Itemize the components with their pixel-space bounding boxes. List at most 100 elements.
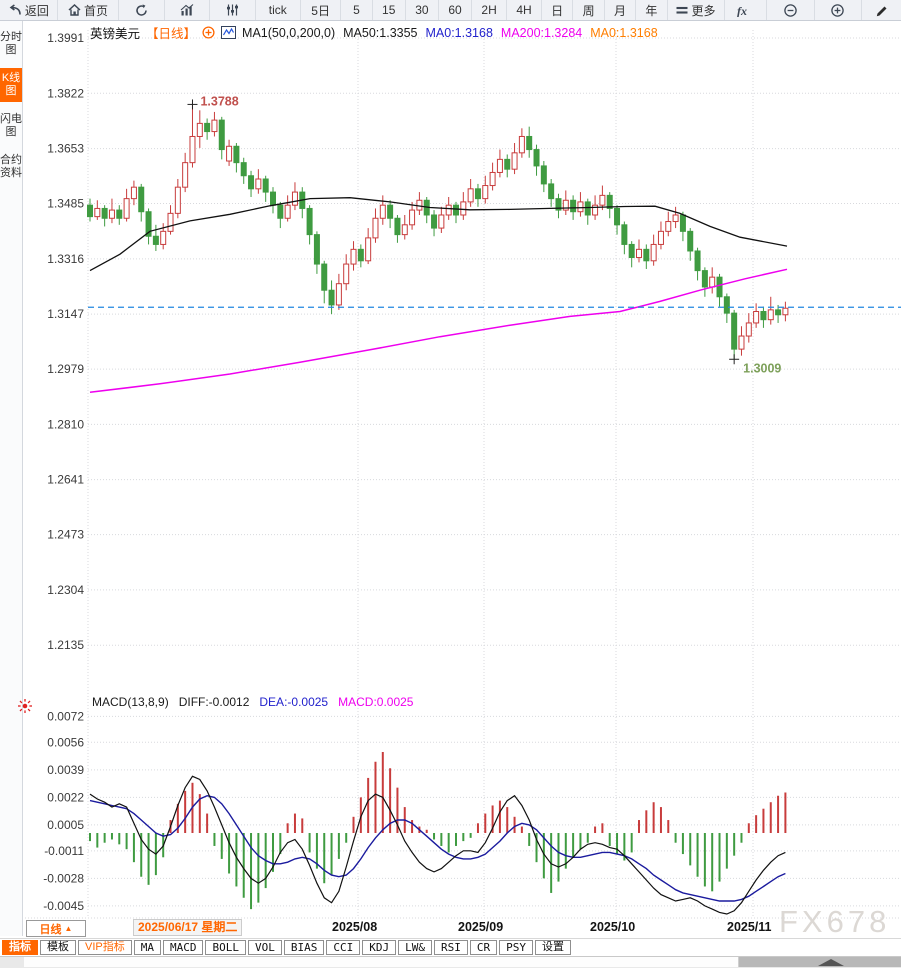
sidebar-item-time-share[interactable]: 分时图 <box>0 31 22 56</box>
low-annotation: 1.3009 <box>743 361 781 375</box>
toolbar-year-button[interactable]: 年 <box>636 0 668 20</box>
price-axis-label: 1.2979 <box>47 362 84 376</box>
toolbar-4h-button[interactable]: 4H <box>507 0 542 20</box>
x-axis-month-label: 2025/11 <box>727 920 772 934</box>
toolbar-tick-button[interactable]: tick <box>256 0 302 20</box>
h-scrollbar[interactable] <box>0 956 901 968</box>
toolbar-15-button[interactable]: 15 <box>373 0 406 20</box>
candle-body <box>687 230 694 252</box>
toolbar-zoom-in-button[interactable] <box>815 0 862 20</box>
candle-body <box>240 162 247 177</box>
toolbar-bar-chart-button[interactable] <box>165 0 211 20</box>
tab-MACD[interactable]: MACD <box>162 940 204 955</box>
tab-CCI[interactable]: CCI <box>326 940 361 955</box>
bar-chart-icon <box>180 4 194 16</box>
price-axis-label: 1.3822 <box>47 86 84 100</box>
collapse-arrow-icon[interactable] <box>818 959 844 966</box>
candle-body <box>431 214 438 229</box>
sidebar-item-contract-info[interactable]: 合约资料 <box>0 154 22 179</box>
toolbar-week-label: 周 <box>582 3 595 18</box>
candle-body <box>709 276 716 288</box>
candle-body <box>145 211 152 237</box>
sidebar-item-lightning[interactable]: 闪电图 <box>0 113 22 138</box>
toolbar-back-button[interactable]: 返回 <box>0 0 58 20</box>
tab-BOLL[interactable]: BOLL <box>205 940 246 955</box>
sidebar-item-kline[interactable]: K线图 <box>0 68 22 102</box>
toolbar-5d-label: 5日 <box>311 3 330 18</box>
toolbar-30-label: 30 <box>415 3 429 17</box>
tab-VOL[interactable]: VOL <box>247 940 282 955</box>
tab-设置[interactable]: 设置 <box>534 940 571 955</box>
zoom-out-icon <box>783 3 798 18</box>
selected-date-label: 2025/06/17 星期二 <box>133 919 243 936</box>
candle-body <box>540 165 547 185</box>
ma-segment-4: MA0:1.3168 <box>590 25 658 40</box>
plus-circle-icon[interactable] <box>202 26 215 39</box>
toolbar-30-button[interactable]: 30 <box>406 0 439 20</box>
toolbar-5d-button[interactable]: 5日 <box>301 0 342 20</box>
price-axis-label: 1.3485 <box>47 197 84 211</box>
chart-header: 英镑美元 【日线】 MA1(50,0,200,0) MA50:1.3355 MA0:… <box>90 23 658 42</box>
toolbar-home-button[interactable]: 首页 <box>58 0 120 20</box>
period-selector[interactable]: 日线 ▲ <box>26 920 86 937</box>
candle-body <box>621 224 628 245</box>
red-burst-icon[interactable] <box>17 698 33 719</box>
tab-BIAS[interactable]: BIAS <box>283 940 325 955</box>
ma200-line <box>89 268 788 394</box>
refresh-icon <box>135 3 148 17</box>
tab-VIP指标[interactable]: VIP指标 <box>78 940 132 955</box>
toolbar-day-button[interactable]: 日 <box>542 0 574 20</box>
toolbar-refresh-button[interactable] <box>119 0 165 20</box>
toolbar-zoom-out-button[interactable] <box>767 0 815 20</box>
candle-body <box>555 198 562 211</box>
toolbar-fx-button[interactable]: fx <box>725 0 768 20</box>
tab-LW&[interactable]: LW& <box>398 940 432 955</box>
candle-body <box>679 214 686 232</box>
mini-chart-icon[interactable] <box>221 26 237 39</box>
tab-KDJ[interactable]: KDJ <box>362 940 397 955</box>
candle-body <box>211 119 218 133</box>
menu-icon <box>676 6 688 15</box>
ma-segment-0: MA1(50,0,200,0) <box>242 25 336 40</box>
tab-PSY[interactable]: PSY <box>499 940 533 955</box>
candle-body <box>321 263 328 291</box>
toolbar-60-button[interactable]: 60 <box>439 0 473 20</box>
candle-body <box>262 178 269 193</box>
chevron-up-icon: ▲ <box>64 924 73 933</box>
price-axis-label: 1.3991 <box>47 31 84 45</box>
tab-CR[interactable]: CR <box>469 940 498 955</box>
toolbar-5-button[interactable]: 5 <box>341 0 373 20</box>
candle-body <box>467 188 474 203</box>
scrollbar-thumb[interactable] <box>739 957 901 967</box>
x-axis-month-label: 2025/09 <box>458 920 503 934</box>
candle-body <box>138 186 145 213</box>
period-label: 【日线】 <box>146 27 197 41</box>
candle-body <box>233 145 240 164</box>
price-axis-label: 1.2810 <box>47 417 84 431</box>
toolbar-sliders-button[interactable] <box>210 0 256 20</box>
high-annotation: 1.3788 <box>200 94 238 108</box>
home-icon <box>68 4 81 16</box>
candle-body <box>87 204 93 218</box>
tab-MA[interactable]: MA <box>133 940 161 955</box>
tab-模板[interactable]: 模板 <box>40 940 76 955</box>
toolbar-week-button[interactable]: 周 <box>573 0 605 20</box>
toolbar-more-button[interactable]: 更多 <box>668 0 726 20</box>
candle-body <box>716 276 723 298</box>
tab-RSI[interactable]: RSI <box>433 940 468 955</box>
toolbar-draw-button[interactable] <box>862 0 901 20</box>
macd-axis-label: -0.0028 <box>43 871 84 885</box>
symbol-name: 英镑美元 <box>90 27 141 41</box>
candle-body <box>167 212 174 232</box>
candle-body <box>775 309 782 316</box>
toolbar-2h-button[interactable]: 2H <box>472 0 508 20</box>
candle-body <box>599 194 606 206</box>
toolbar-month-button[interactable]: 月 <box>605 0 637 20</box>
back-arrow-icon <box>8 4 22 16</box>
macd-axis-label: -0.0045 <box>43 899 84 913</box>
top-toolbar: 返回 首页 tick 5日 5 15 30 60 2H 4H 日 周 月 年 更多 fx <box>0 0 901 21</box>
tab-指标[interactable]: 指标 <box>2 940 38 955</box>
scrollbar-track[interactable] <box>24 957 739 967</box>
price-axis-label: 1.2135 <box>47 638 84 652</box>
